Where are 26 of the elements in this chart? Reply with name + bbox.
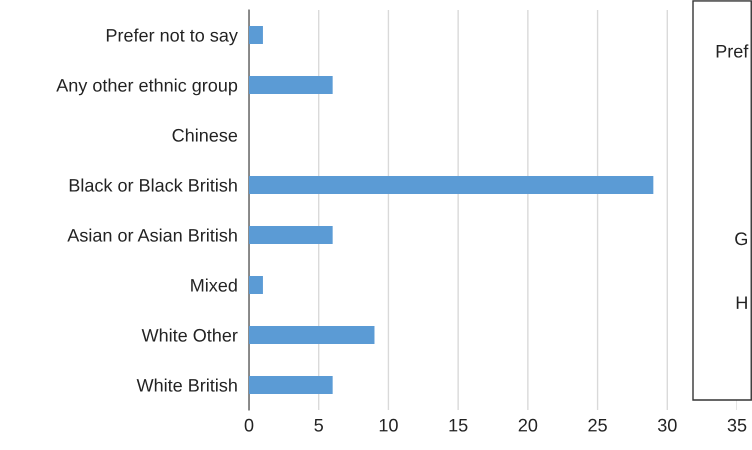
y-tick-label: Mixed [191,278,237,292]
x-tick-label: 20 [518,418,538,432]
bar [249,176,654,194]
bar [249,376,333,394]
x-tick-label: 5 [314,418,323,432]
x-tick-label: 30 [658,418,677,432]
x-tick-label: 15 [449,418,468,432]
y-tick-label: Chinese [172,128,238,142]
bar [249,276,263,294]
x-tick-label: 10 [380,418,398,432]
x-tick-label: 25 [588,418,607,432]
bar [249,76,333,94]
bar [249,26,263,44]
y-tick-label: Prefer not to say [106,28,238,46]
y-tick-label: White British [136,378,237,392]
y-tick-label: Any other ethnic group [56,78,238,96]
y-tick-label: White Other [142,328,238,342]
annotation: H [736,296,747,309]
annotation: Pref [716,44,748,58]
x-tick-label: 0 [244,418,254,432]
y-tick-label: Asian or Asian British [67,228,237,242]
y-tick-label: Black or Black British [70,178,237,192]
annotation: G [735,232,747,246]
bar [249,326,374,344]
bar [249,226,333,244]
x-tick-label: 35 [728,418,746,432]
